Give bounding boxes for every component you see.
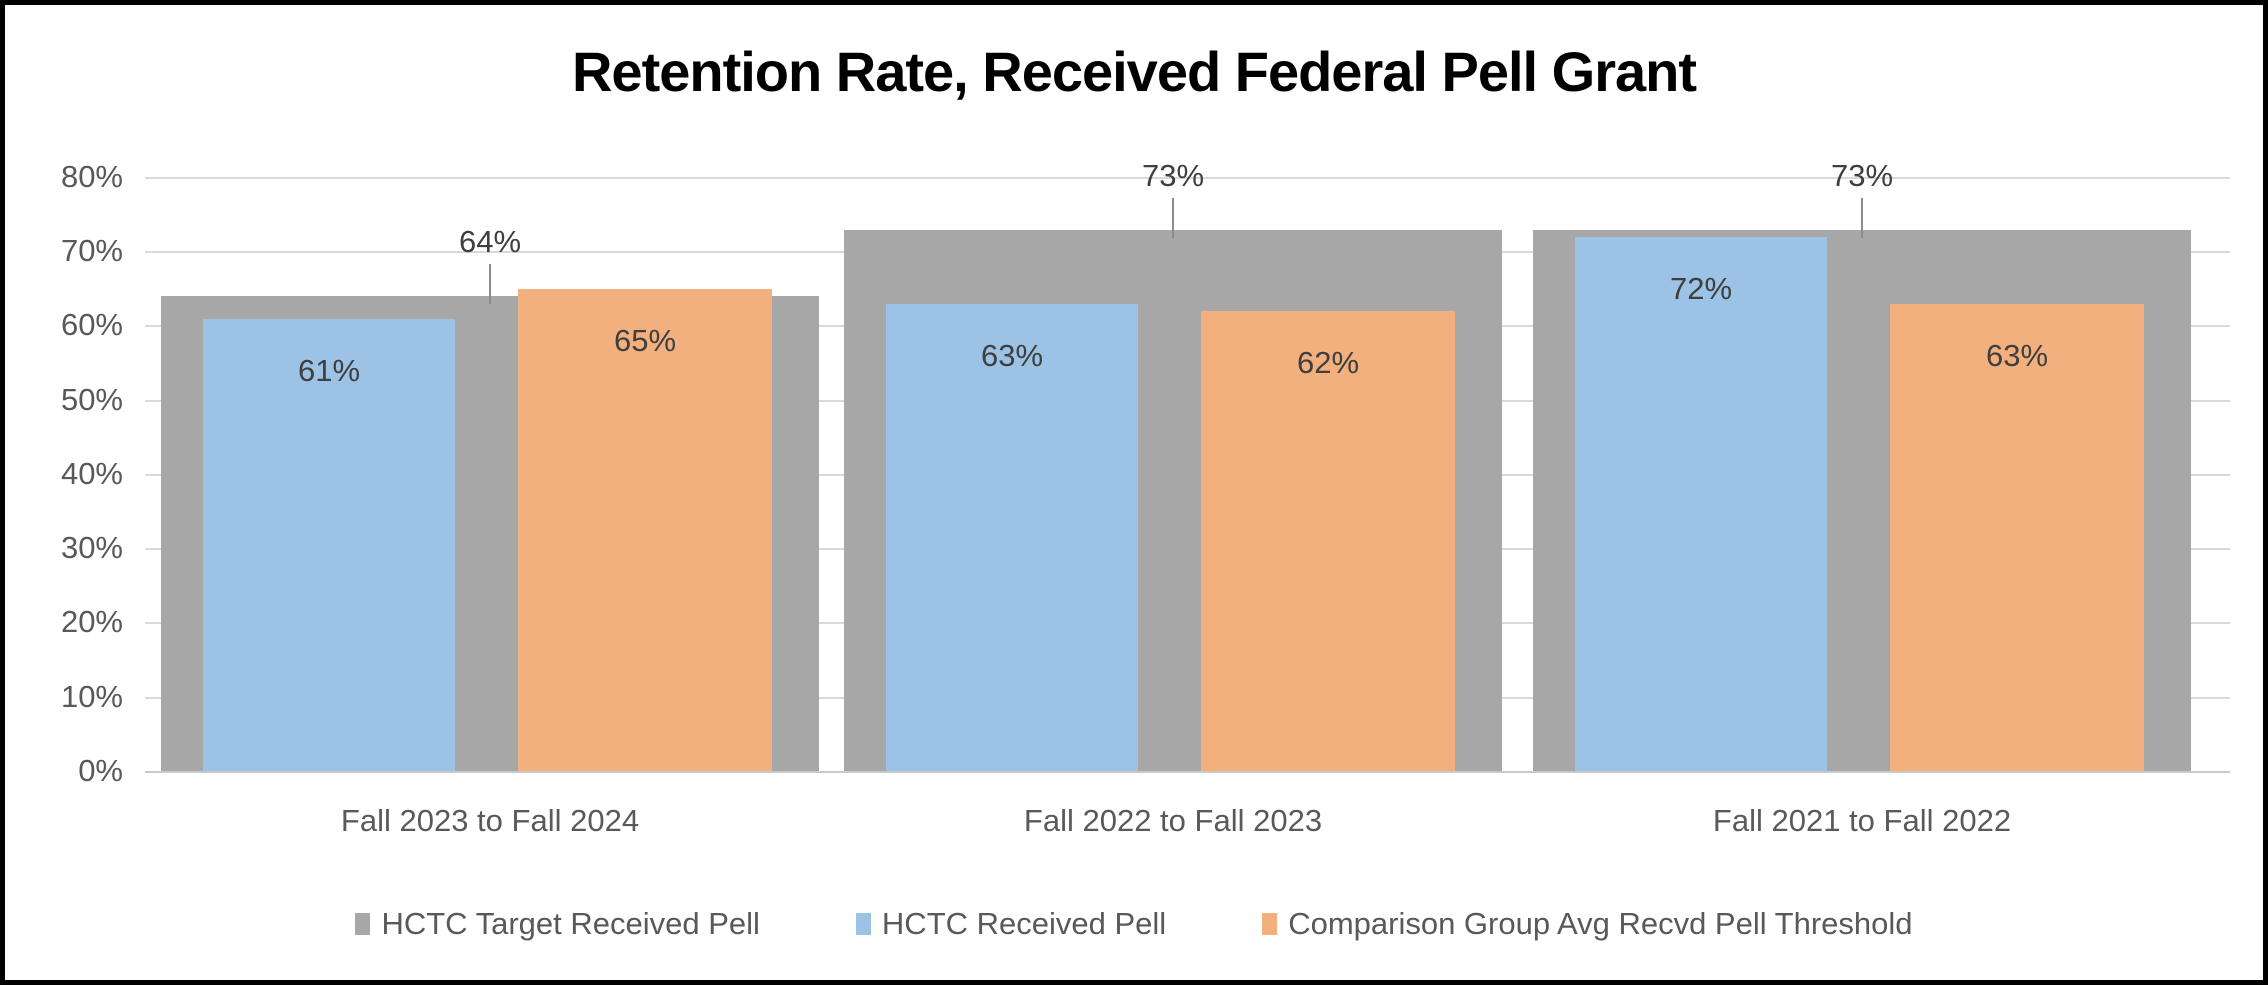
value-label: 72% <box>1669 271 1733 307</box>
x-axis-line <box>145 771 2230 773</box>
y-axis-tick-50%: 50% <box>60 381 123 417</box>
plot-area: 0% 10% 20% 30% 40% 50% 60% 70% 80% 64% 61% 65% Fall … <box>5 5 2263 980</box>
y-axis-tick-0%: 0% <box>78 753 123 788</box>
legend-label-received: HCTC Received Pell <box>881 906 1167 941</box>
bar-received-Fall 2023 to Fall 2024: 61% <box>203 318 455 772</box>
value-label: 63% <box>1985 337 2049 373</box>
legend-item-received: HCTC Received Pell <box>855 906 1167 942</box>
target-value-label-Fall 2023 to Fall 2024: 64% <box>458 224 522 260</box>
legend: HCTC Target Received Pell HCTC Received … <box>5 906 2263 942</box>
y-axis-tick-10%: 10% <box>60 678 123 714</box>
legend-item-target: HCTC Target Received Pell <box>355 906 760 942</box>
legend-swatch-comparison <box>1262 913 1278 935</box>
x-axis-label-Fall 2023 to Fall 2024: Fall 2023 to Fall 2024 <box>340 803 640 838</box>
y-axis-tick-40%: 40% <box>60 455 123 491</box>
y-axis-tick-60%: 60% <box>60 307 123 343</box>
y-axis-tick-80%: 80% <box>60 158 123 194</box>
legend-swatch-received <box>855 913 871 935</box>
x-axis-label-Fall 2022 to Fall 2023: Fall 2022 to Fall 2023 <box>1023 803 1323 838</box>
chart-title: Retention Rate, Received Federal Pell Gr… <box>571 40 1697 103</box>
bar-comparison-Fall 2021 to Fall 2022: 63% <box>1890 303 2144 772</box>
y-axis-tick-70%: 70% <box>60 232 123 268</box>
y-axis-tick-20%: 20% <box>60 604 123 640</box>
legend-label-target: HCTC Target Received Pell <box>381 906 760 941</box>
bar-received-Fall 2021 to Fall 2022: 72% <box>1575 237 1827 772</box>
legend-item-comparison: Comparison Group Avg Recvd Pell Threshol… <box>1262 906 1913 942</box>
legend-label-comparison: Comparison Group Avg Recvd Pell Threshol… <box>1288 906 1913 941</box>
bar-received-Fall 2022 to Fall 2023: 63% <box>886 303 1138 772</box>
value-label: 65% <box>613 323 677 359</box>
bar-comparison-Fall 2023 to Fall 2024: 65% <box>518 289 772 772</box>
target-value-label-Fall 2022 to Fall 2023: 73% <box>1141 157 1205 193</box>
x-axis-label-Fall 2021 to Fall 2022: Fall 2021 to Fall 2022 <box>1712 803 2012 838</box>
value-label: 63% <box>980 337 1044 373</box>
callout-leader-Fall 2021 to Fall 2022 <box>1861 197 1863 238</box>
target-value-label-Fall 2021 to Fall 2022: 73% <box>1830 157 1894 193</box>
y-axis-tick-30%: 30% <box>60 530 123 566</box>
bar-comparison-Fall 2022 to Fall 2023: 62% <box>1201 311 1455 772</box>
callout-leader-Fall 2022 to Fall 2023 <box>1172 197 1174 238</box>
value-label: 62% <box>1296 345 1360 381</box>
callout-leader-Fall 2023 to Fall 2024 <box>489 264 491 305</box>
gridline-80% <box>145 176 2230 179</box>
value-label: 61% <box>297 352 361 388</box>
legend-swatch-target <box>355 913 371 935</box>
